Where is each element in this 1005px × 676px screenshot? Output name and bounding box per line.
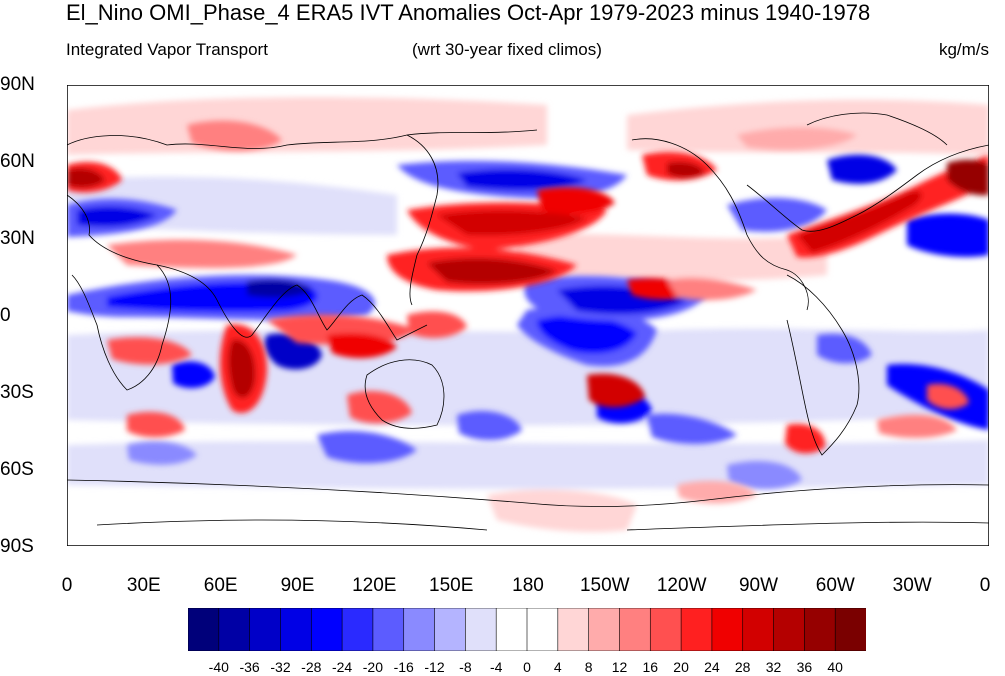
lon-label-0: 0 xyxy=(61,575,73,596)
lat-label-90n: 90N xyxy=(0,74,35,95)
colorbar-swatch xyxy=(403,608,436,651)
lat-label-30n: 30N xyxy=(0,228,35,249)
colorbar-swatch xyxy=(372,608,405,651)
colorbar-swatch xyxy=(526,608,559,651)
colorbar-swatch xyxy=(465,608,497,651)
colorbar-tick-label: 24 xyxy=(704,659,720,675)
colorbar-tick-label: 36 xyxy=(796,659,813,675)
colorbar-tick-label: -40 xyxy=(208,659,229,675)
negative-anomaly-areas xyxy=(67,154,989,490)
lon-label-60e: 60E xyxy=(203,575,238,596)
colorbar-swatch xyxy=(773,608,805,651)
colorbar-swatch xyxy=(218,608,251,651)
colorbar-tick-label: -8 xyxy=(459,659,472,675)
colorbar-tick-label: 0 xyxy=(523,659,531,675)
colorbar-swatch xyxy=(649,608,682,651)
lon-label-60w: 60W xyxy=(815,575,855,596)
colorbar-swatch xyxy=(310,608,343,651)
lat-label-60n: 60N xyxy=(0,151,35,172)
colorbar-tick-label: 20 xyxy=(673,659,689,675)
anomaly-field xyxy=(67,97,989,532)
colorbar-swatch xyxy=(804,608,836,651)
colorbar-swatch xyxy=(742,608,775,651)
colorbar-tick-label: -4 xyxy=(489,659,503,675)
colorbar-swatch xyxy=(619,608,651,651)
colorbar-tick-label: -36 xyxy=(239,659,260,675)
colorbar-swatch xyxy=(711,608,744,651)
lon-label-30e: 30E xyxy=(126,575,161,596)
colorbar-tick-label: 40 xyxy=(827,659,843,675)
lat-label-0: 0 xyxy=(0,305,11,326)
lat-label-30s: 30S xyxy=(0,382,34,403)
lon-label-30w: 30W xyxy=(892,575,932,596)
colorbar-swatch xyxy=(188,608,220,651)
colorbar-tick-label: -16 xyxy=(393,659,414,675)
colorbar-swatch xyxy=(588,608,621,651)
colorbar-swatch xyxy=(280,608,312,651)
colorbar-tick-label: -32 xyxy=(270,659,291,675)
climatology-note: (wrt 30-year fixed climos) xyxy=(412,40,602,59)
colorbar-tick-label: -24 xyxy=(331,659,353,675)
colorbar-tick-label: -12 xyxy=(424,659,445,675)
coastlines xyxy=(67,112,989,531)
map-title: El_Nino OMI_Phase_4 ERA5 IVT Anomalies O… xyxy=(66,0,871,25)
colorbar-tick-label: 12 xyxy=(611,659,628,675)
colorbar-tick-label: 16 xyxy=(642,659,659,675)
colorbar-swatch xyxy=(834,608,866,651)
colorbar-tick-label: 32 xyxy=(765,659,782,675)
colorbar-swatch xyxy=(341,608,374,651)
colorbar-swatch xyxy=(557,608,590,651)
ivt-anomaly-map xyxy=(67,85,989,546)
colorbar-tick-label: 8 xyxy=(584,659,593,675)
colorbar-tick-label: -28 xyxy=(301,659,322,675)
lat-label-60s: 60S xyxy=(0,459,34,480)
colorbar-tick-label: 4 xyxy=(553,659,562,675)
colorbar-swatch xyxy=(434,608,466,651)
colorbar-swatch xyxy=(680,608,713,651)
colorbar-swatch xyxy=(249,608,282,651)
colorbar-tick-label: 28 xyxy=(734,659,751,675)
units-label: kg/m/s xyxy=(938,40,989,59)
lat-label-90s: 90S xyxy=(0,536,34,557)
variable-label: Integrated Vapor Transport xyxy=(66,40,268,59)
lon-label-0-east: 0 xyxy=(979,575,991,596)
lon-label-120w: 120W xyxy=(656,575,707,596)
colorbar-tick-label: -20 xyxy=(362,659,384,675)
lon-label-150w: 150W xyxy=(579,575,630,596)
colorbar-boxes xyxy=(188,608,866,651)
lon-label-180: 180 xyxy=(512,575,544,596)
positive-anomaly-areas xyxy=(67,120,989,504)
lon-label-90w: 90W xyxy=(738,575,779,596)
lon-label-150e: 150E xyxy=(429,575,474,596)
lon-label-90e: 90E xyxy=(280,575,315,596)
colorbar-swatch xyxy=(495,608,528,651)
colorbar xyxy=(188,608,866,651)
lon-label-120e: 120E xyxy=(352,575,397,596)
